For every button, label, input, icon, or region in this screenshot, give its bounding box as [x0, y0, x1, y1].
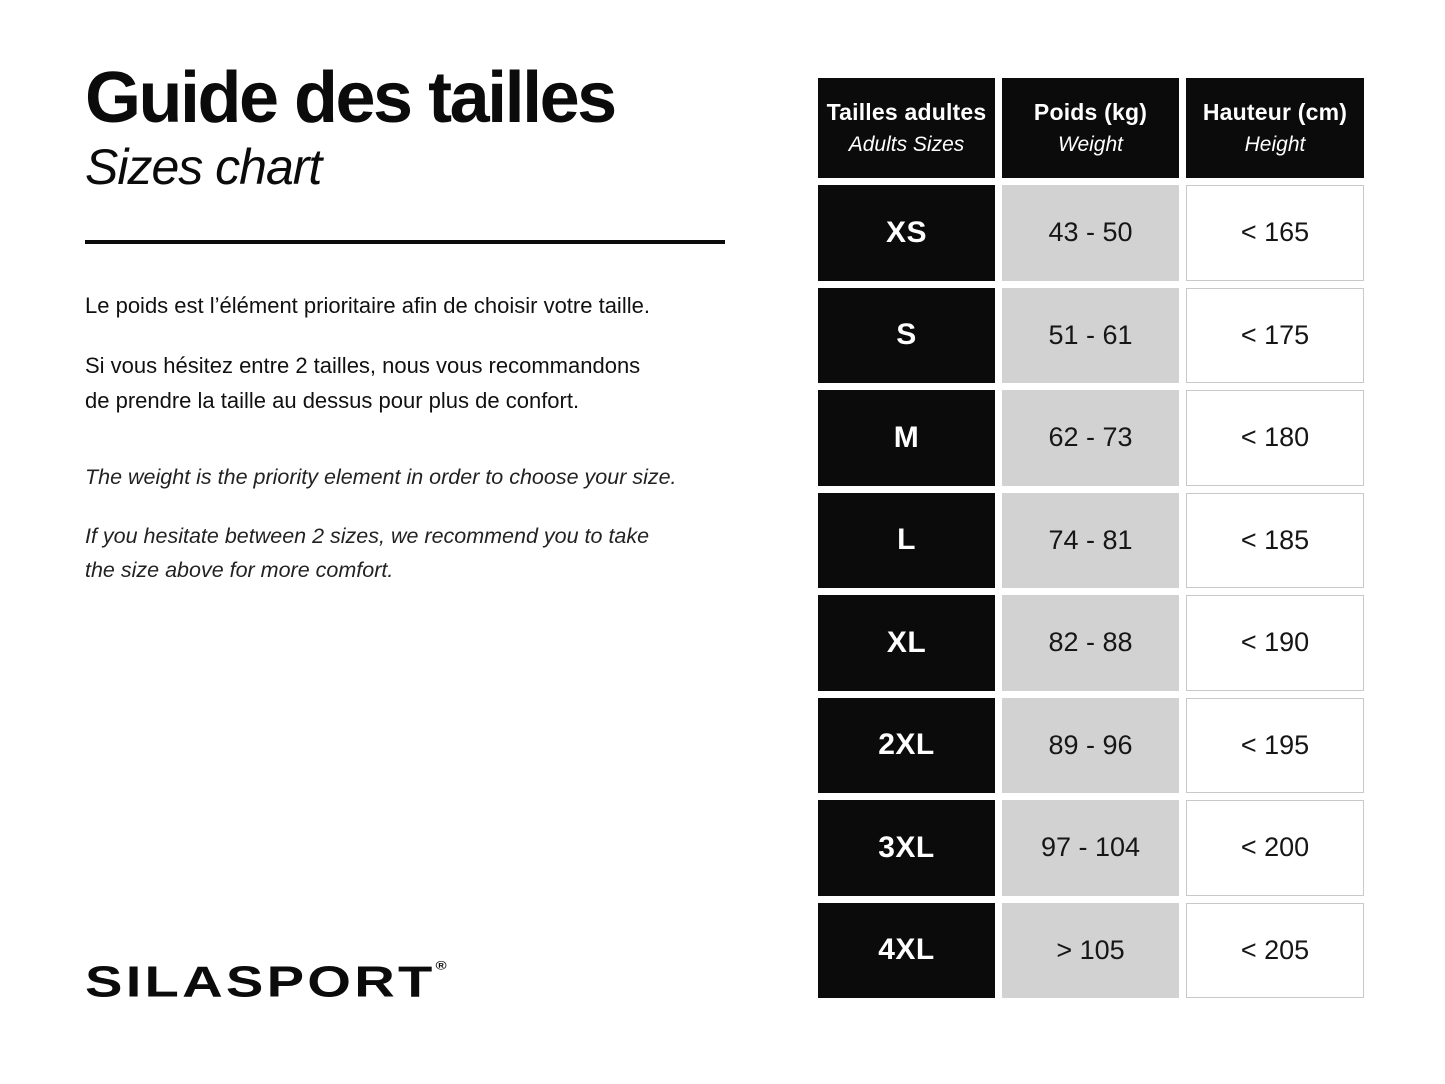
registered-trademark-symbol: ® [435, 958, 447, 972]
height-cell: < 190 [1186, 595, 1364, 691]
height-cell: < 195 [1186, 697, 1364, 793]
intro-paragraph-en-1: The weight is the priority element in or… [85, 461, 745, 494]
weight-cell: 97 - 104 [1002, 800, 1179, 896]
weight-cell: 82 - 88 [1002, 595, 1179, 691]
weight-cell: 74 - 81 [1002, 492, 1179, 588]
column-header-label-fr: Poids (kg) [1033, 99, 1148, 125]
intro-paragraph-en-2: If you hesitate between 2 sizes, we reco… [85, 520, 745, 587]
weight-cell: 51 - 61 [1002, 287, 1179, 383]
intro-line: the size above for more comfort. [85, 557, 394, 582]
column-header-label-fr: Hauteur (cm) [1202, 99, 1348, 125]
page-subtitle: Sizes chart [85, 139, 322, 195]
height-cell: < 200 [1186, 800, 1364, 896]
column-header-label-en: Height [1244, 133, 1306, 156]
column-header-sizes: Tailles adultes Adults Sizes [818, 78, 995, 178]
height-cell: < 205 [1186, 902, 1364, 998]
brand-logo: SILASPORT® [85, 957, 447, 1007]
size-chart-table: Tailles adultes Adults Sizes Poids (kg) … [818, 78, 1364, 998]
brand-logo-text: SILASPORT [85, 957, 436, 1007]
intro-line: Le poids est l’élément prioritaire afin … [85, 293, 650, 318]
size-cell: 2XL [818, 697, 995, 793]
column-header-label-fr: Tailles adultes [826, 99, 987, 125]
size-cell: S [818, 287, 995, 383]
size-cell: L [818, 492, 995, 588]
intro-line: Si vous hésitez entre 2 tailles, nous vo… [85, 352, 641, 378]
intro-paragraph-fr-1: Le poids est l’élément prioritaire afin … [85, 288, 745, 324]
size-cell: XS [818, 185, 995, 281]
height-cell: < 180 [1186, 390, 1364, 486]
weight-cell: 89 - 96 [1002, 697, 1179, 793]
height-cell: < 165 [1186, 185, 1364, 281]
column-header-label-en: Adults Sizes [848, 133, 965, 156]
weight-cell: 62 - 73 [1002, 390, 1179, 486]
column-header-label-en: Weight [1058, 133, 1123, 156]
page-title: Guide des tailles [85, 58, 617, 138]
height-cell: < 185 [1186, 492, 1364, 588]
intro-line: de prendre la taille au dessus pour plus… [85, 388, 580, 414]
intro-paragraph-fr-2: Si vous hésitez entre 2 tailles, nous vo… [85, 348, 745, 419]
size-cell: XL [818, 595, 995, 691]
size-cell: 3XL [818, 800, 995, 896]
divider [85, 240, 725, 244]
size-cell: M [818, 390, 995, 486]
intro-panel: Guide des tailles Sizes chart Le poids e… [85, 62, 745, 587]
intro-line: The weight is the priority element in or… [85, 464, 677, 489]
weight-cell: 43 - 50 [1002, 185, 1179, 281]
intro-line: If you hesitate between 2 sizes, we reco… [85, 524, 650, 549]
column-header-weight: Poids (kg) Weight [1002, 78, 1179, 178]
size-cell: 4XL [818, 902, 995, 998]
column-header-height: Hauteur (cm) Height [1186, 78, 1364, 178]
height-cell: < 175 [1186, 287, 1364, 383]
weight-cell: > 105 [1002, 902, 1179, 998]
